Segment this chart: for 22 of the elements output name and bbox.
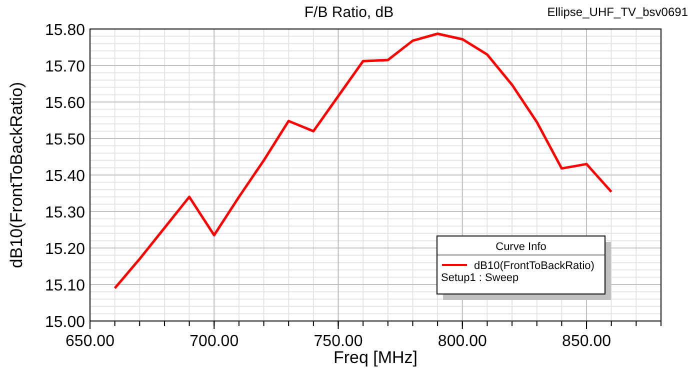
chart-title: F/B Ratio, dB: [304, 4, 394, 21]
y-tick-label: 15.30: [44, 204, 86, 222]
x-tick-label: 750.00: [314, 333, 363, 350]
line-series: [114, 32, 613, 290]
y-tick-label: 15.60: [44, 95, 86, 112]
x-tick-label: 800.00: [438, 333, 487, 350]
x-axis-title: Freq [MHz]: [333, 348, 418, 367]
x-tick-label: 650.00: [66, 333, 115, 350]
y-tick-label: 15.70: [44, 58, 86, 76]
y-tick-label: 15.40: [44, 168, 86, 185]
legend-label: dB10(FrontToBackRatio): [474, 260, 594, 272]
y-tick-label: 15.20: [44, 241, 86, 258]
x-tick-label: 850.00: [562, 333, 612, 350]
legend-title: Curve Info: [496, 241, 546, 253]
y-axis-title: dB10(FrontToBackRatio): [7, 82, 26, 268]
y-tick-label: 15.10: [44, 278, 86, 294]
text: Ellipse_UHF_TV_bsv0691: [547, 5, 688, 19]
y-tick-label: 15.80: [44, 22, 86, 39]
y-tick-label: 15.50: [44, 132, 86, 148]
annotation: Setup1 : Sweep: [441, 272, 519, 284]
y-tick-label: 15.00: [44, 314, 86, 331]
x-tick-label: 700.00: [190, 333, 239, 350]
